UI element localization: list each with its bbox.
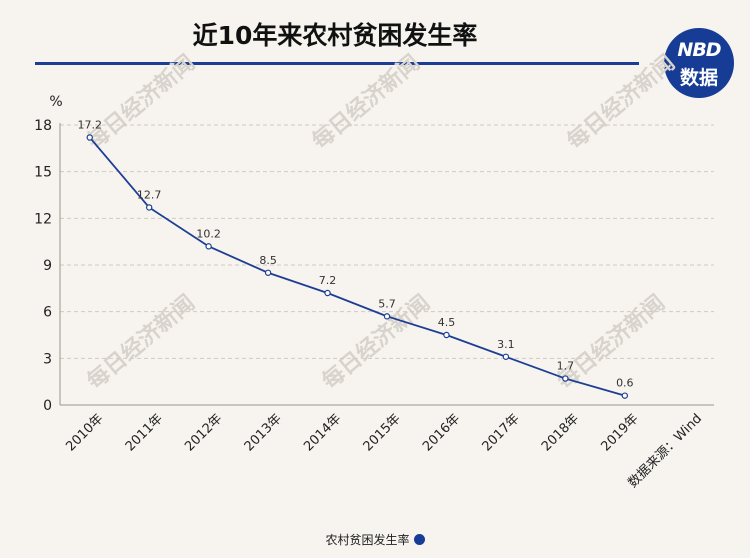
legend: 农村贫困发生率 <box>0 531 750 548</box>
data-label: 7.2 <box>319 274 337 287</box>
data-label: 4.5 <box>438 316 456 329</box>
data-point <box>324 289 331 297</box>
data-label: 12.7 <box>137 188 162 201</box>
x-tick-label: 2017年 <box>480 411 523 454</box>
watermark-text: 每日经济新闻 <box>317 290 435 395</box>
x-tick-label: 2010年 <box>63 411 106 454</box>
data-point <box>502 353 510 360</box>
legend-marker <box>413 534 425 545</box>
data-label: 3.1 <box>497 338 515 351</box>
y-tick-label: 15 <box>34 165 52 181</box>
data-point <box>443 331 450 339</box>
chart-title: 近10年来农村贫困发生率 <box>192 21 478 50</box>
data-label: 1.7 <box>557 360 575 373</box>
y-tick-label: 12 <box>34 211 52 227</box>
watermark-text: 每日经济新闻 <box>562 50 680 155</box>
data-point <box>562 375 569 382</box>
logo-brand: NBD <box>677 39 721 61</box>
x-tick-label: 2013年 <box>242 411 285 454</box>
nbd-logo: NBD 数据 <box>664 28 734 98</box>
watermark-text: 每日经济新闻 <box>82 50 200 155</box>
watermark-text: 每日经济新闻 <box>552 290 670 395</box>
x-tick-label: 2012年 <box>182 411 225 454</box>
watermark-text: 每日经济新闻 <box>82 290 200 395</box>
y-axis-unit: % <box>49 94 62 110</box>
data-point <box>383 313 391 320</box>
y-tick-label: 3 <box>43 351 52 367</box>
data-label: 10.2 <box>196 227 221 240</box>
x-tick-label: 2011年 <box>123 411 166 454</box>
data-point <box>86 134 93 141</box>
data-label: 8.5 <box>259 254 277 267</box>
data-point <box>205 243 212 250</box>
y-tick-label: 18 <box>34 118 52 134</box>
x-tick-label: 2014年 <box>301 411 344 454</box>
x-tick-label: 2016年 <box>420 411 463 454</box>
x-tick-label: 2015年 <box>361 411 404 454</box>
y-tick-label: 0 <box>43 398 52 414</box>
title-underline <box>35 62 639 65</box>
data-label: 0.6 <box>616 377 634 390</box>
data-label: 17.2 <box>77 118 102 131</box>
y-tick-label: 6 <box>43 305 52 321</box>
data-point <box>264 269 272 276</box>
legend-label: 农村贫困发生率 <box>325 533 410 547</box>
x-tick-label: 2019年 <box>598 411 641 454</box>
y-tick-label: 9 <box>43 258 52 274</box>
data-point <box>621 392 629 399</box>
logo-subtitle: 数据 <box>679 67 718 89</box>
series-line <box>89 136 626 397</box>
watermark-text: 每日经济新闻 <box>307 50 425 155</box>
data-point <box>145 204 153 211</box>
x-tick-label: 2018年 <box>539 411 582 454</box>
data-label: 5.7 <box>378 297 396 310</box>
